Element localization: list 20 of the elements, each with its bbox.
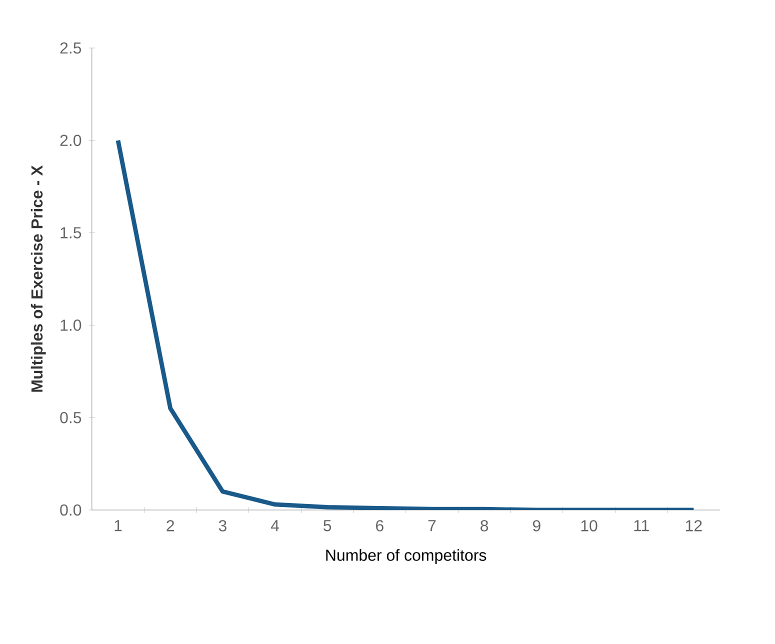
y-tick-label: 0.0 [60,504,82,516]
y-tick-label: 1.5 [60,227,82,238]
x-tick-label: 4 [270,520,279,532]
x-tick-label: 1 [114,520,122,532]
x-tick-label: 12 [686,520,702,532]
y-axis-title: Multiples of Exercise Price - X [30,165,46,392]
x-tick-label: 6 [376,520,384,532]
x-tick-label: 10 [581,520,598,532]
x-axis-title: Number of competitors [326,549,486,564]
x-tick-label: 5 [324,520,332,532]
y-tick-label: 1.0 [60,320,82,331]
x-tick-label: 9 [532,520,540,532]
y-tick-label: 2.0 [60,134,82,146]
y-tick-label: 0.5 [60,412,82,424]
y-tick-label: 2.5 [60,42,82,54]
x-tick-label: 7 [428,520,436,532]
x-tick-label: 2 [166,520,174,532]
x-tick-label: 8 [480,520,488,532]
x-tick-label: 3 [218,520,226,532]
x-tick-label: 11 [634,520,649,532]
